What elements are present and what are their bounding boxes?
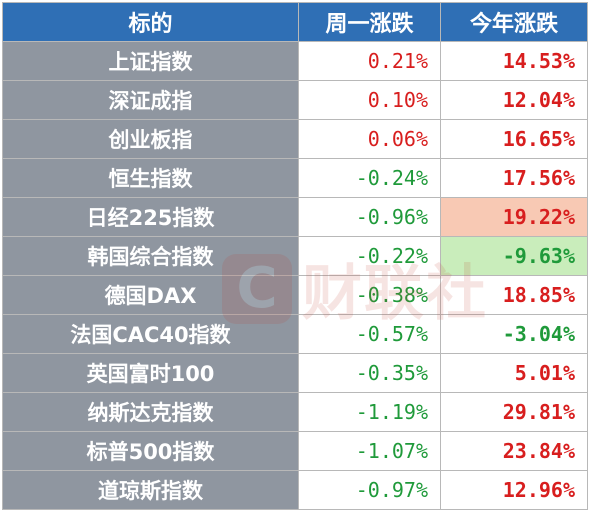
header-monday-change: 周一涨跌: [298, 2, 441, 42]
monday-change-value: -0.24%: [298, 158, 441, 198]
table-row: 恒生指数 -0.24% 17.56%: [2, 158, 588, 198]
index-performance-table: 标的 周一涨跌 今年涨跌 上证指数 0.21% 14.53% 深证成指 0.10% 12.…: [2, 2, 588, 510]
monday-change-value: -0.35%: [298, 353, 441, 393]
instrument-name: 日经225指数: [2, 197, 299, 237]
table-row: 英国富时100 -0.35% 5.01%: [2, 353, 588, 393]
ytd-change-value: -3.04%: [440, 314, 588, 354]
monday-change-value: 0.10%: [298, 80, 441, 120]
ytd-change-value: -9.63%: [440, 236, 588, 276]
monday-change-value: -0.22%: [298, 236, 441, 276]
header-row: 标的 周一涨跌 今年涨跌: [2, 2, 588, 42]
ytd-change-value: 23.84%: [440, 431, 588, 471]
instrument-name: 韩国综合指数: [2, 236, 299, 276]
ytd-change-value: 14.53%: [440, 41, 588, 81]
monday-change-value: 0.06%: [298, 119, 441, 159]
table-row: 创业板指 0.06% 16.65%: [2, 119, 588, 159]
ytd-change-value: 16.65%: [440, 119, 588, 159]
ytd-change-value: 19.22%: [440, 197, 588, 237]
table-row: 德国DAX -0.38% 18.85%: [2, 275, 588, 315]
table-row: 韩国综合指数 -0.22% -9.63%: [2, 236, 588, 276]
monday-change-value: -0.97%: [298, 470, 441, 510]
ytd-change-value: 29.81%: [440, 392, 588, 432]
ytd-change-value: 17.56%: [440, 158, 588, 198]
monday-change-value: -0.38%: [298, 275, 441, 315]
table-row: 日经225指数 -0.96% 19.22%: [2, 197, 588, 237]
table-header: 标的 周一涨跌 今年涨跌: [2, 2, 588, 42]
table-row: 纳斯达克指数 -1.19% 29.81%: [2, 392, 588, 432]
header-ytd-change: 今年涨跌: [440, 2, 588, 42]
instrument-name: 创业板指: [2, 119, 299, 159]
instrument-name: 道琼斯指数: [2, 470, 299, 510]
table-row: 深证成指 0.10% 12.04%: [2, 80, 588, 120]
ytd-change-value: 18.85%: [440, 275, 588, 315]
table-row: 标普500指数 -1.07% 23.84%: [2, 431, 588, 471]
instrument-name: 恒生指数: [2, 158, 299, 198]
table-row: 道琼斯指数 -0.97% 12.96%: [2, 470, 588, 510]
instrument-name: 纳斯达克指数: [2, 392, 299, 432]
instrument-name: 上证指数: [2, 41, 299, 81]
monday-change-value: -1.07%: [298, 431, 441, 471]
table-row: 法国CAC40指数 -0.57% -3.04%: [2, 314, 588, 354]
monday-change-value: 0.21%: [298, 41, 441, 81]
table-body: 上证指数 0.21% 14.53% 深证成指 0.10% 12.04% 创业板指 0.06% 1…: [2, 41, 588, 510]
instrument-name: 法国CAC40指数: [2, 314, 299, 354]
instrument-name: 深证成指: [2, 80, 299, 120]
ytd-change-value: 12.04%: [440, 80, 588, 120]
ytd-change-value: 5.01%: [440, 353, 588, 393]
instrument-name: 英国富时100: [2, 353, 299, 393]
monday-change-value: -0.57%: [298, 314, 441, 354]
instrument-name: 标普500指数: [2, 431, 299, 471]
header-instrument: 标的: [2, 2, 299, 42]
ytd-change-value: 12.96%: [440, 470, 588, 510]
monday-change-value: -1.19%: [298, 392, 441, 432]
instrument-name: 德国DAX: [2, 275, 299, 315]
table-row: 上证指数 0.21% 14.53%: [2, 41, 588, 81]
monday-change-value: -0.96%: [298, 197, 441, 237]
